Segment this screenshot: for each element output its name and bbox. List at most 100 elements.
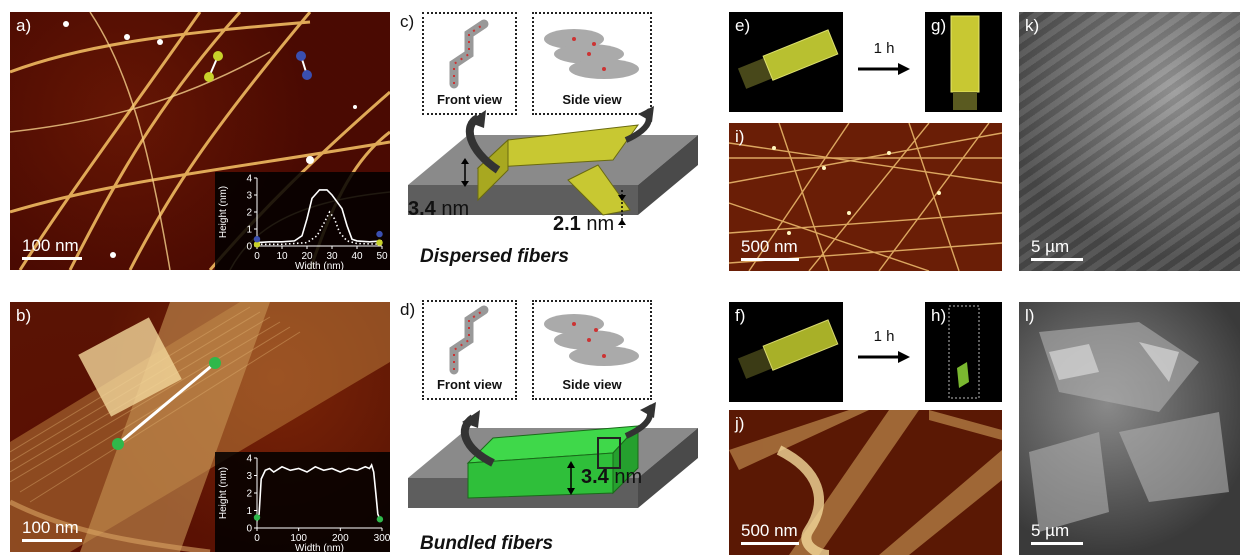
scale-bar-b: 100 nm [22, 518, 82, 542]
panel-label-i: i) [735, 127, 745, 146]
scale-bar-a-label: 100 nm [22, 236, 79, 255]
scale-bar-b-label: 100 nm [22, 518, 79, 537]
scale-bar-l-line [1031, 542, 1083, 545]
scale-bar-a-line [22, 257, 82, 260]
panel-label-h: h) [931, 306, 947, 325]
scale-bar-k-label: 5 µm [1031, 237, 1070, 256]
front-view-label-d: Front view [436, 377, 502, 392]
profile-endpoint-marker [253, 241, 261, 248]
bundle-network-j [729, 410, 1002, 555]
panel-k-sem-image: k) 5 µm [1019, 12, 1240, 271]
marker-green-start [112, 438, 124, 450]
right-arrow-icon [858, 351, 910, 363]
profile-line-b [112, 357, 221, 450]
time-label-top: 1 h [873, 40, 895, 57]
molecule-front-c [449, 19, 489, 89]
x-tick-label: 50 [376, 251, 388, 262]
profile-series-1 [256, 463, 382, 522]
panel-i-afm-image: i) 500 nm [729, 123, 1002, 271]
panel-label-c: c) [400, 12, 415, 31]
profile-endpoint-marker [376, 230, 383, 238]
height-profile-inset-b: 0 1 2 3 4 0 100 200 300 Width (nm) Height (nm) [215, 452, 390, 552]
x-axis-label: Width (nm) [295, 543, 344, 552]
fiber-network-i [729, 123, 1002, 271]
y-tick-label: 3 [246, 471, 252, 482]
dimension-label-c2: 2.1 nm [553, 213, 614, 236]
time-arrow-bottom: 1 h [858, 328, 910, 368]
profile-series-1 [256, 189, 383, 244]
panel-b-afm-image: b) 100 nm 0 1 2 3 4 0 100 200 300 Width (nm) Heigh… [10, 302, 390, 552]
marker-green-end [209, 357, 221, 369]
panel-label-k: k) [1025, 16, 1040, 35]
scale-bar-j-line [741, 542, 799, 545]
scale-bar-i: 500 nm [741, 237, 799, 261]
profile-endpoint-marker [376, 516, 384, 523]
molecule-front-d [449, 305, 489, 375]
profile-markers [204, 51, 312, 82]
x-tick-label: 30 [326, 251, 338, 262]
x-tick-label: 200 [332, 533, 349, 544]
scale-bar-j: 500 nm [741, 521, 799, 545]
molecule-side-c [544, 29, 639, 79]
dimension-value-c2: 2.1 [553, 213, 581, 235]
x-axis-label: Width (nm) [295, 261, 344, 270]
side-view-box-c: Side view [532, 12, 652, 115]
panel-f-vial-horizontal: f) [729, 302, 843, 402]
front-view-box-c: Front view [422, 12, 517, 115]
y-axis-label: Height (nm) [218, 467, 229, 519]
front-view-label-c: Front view [436, 92, 502, 107]
dimension-unit-c2: nm [586, 213, 615, 235]
y-tick-label: 4 [246, 454, 252, 465]
bundle-image [10, 302, 390, 552]
caption-dispersed-fibers: Dispersed fibers [420, 246, 569, 267]
y-tick-label: 2 [246, 489, 252, 500]
x-tick-label: 100 [290, 533, 307, 544]
sem-flakes [1029, 322, 1229, 532]
scale-bar-j-label: 500 nm [741, 521, 798, 540]
time-arrow-top: 1 h [858, 40, 910, 80]
marker-yellow-top [213, 51, 223, 61]
profile-series-2 [257, 210, 383, 246]
dimension-label-c1: 3.4 nm [408, 198, 469, 221]
x-tick-label: 40 [351, 251, 363, 262]
caption-bundled-fibers: Bundled fibers [420, 533, 554, 554]
dimension-value-d: 3.4 [581, 466, 609, 488]
time-label-bottom: 1 h [873, 328, 895, 345]
panel-label-d: d) [400, 300, 416, 319]
y-tick-label: 0 [246, 242, 252, 253]
panel-label-j: j) [735, 414, 745, 433]
y-axis-label: Height (nm) [218, 186, 229, 238]
vial-f [737, 319, 839, 379]
scale-bar-k-line [1031, 258, 1083, 261]
scale-bar-k: 5 µm [1031, 237, 1083, 261]
panel-j-afm-image: j) 500 nm [729, 410, 1002, 555]
panel-label-f: f) [735, 306, 746, 325]
panel-label-a: a) [16, 16, 32, 35]
profile-endpoint-marker [253, 514, 261, 521]
profile-endpoint-marker [253, 236, 261, 243]
y-tick-label: 0 [246, 524, 252, 535]
side-view-box-d: Side view [532, 300, 652, 400]
scale-bar-b-line [22, 539, 82, 542]
marker-yellow-bottom [204, 72, 214, 82]
panel-label-g: g) [931, 16, 947, 35]
y-tick-label: 2 [246, 208, 252, 219]
scale-bar-i-line [741, 258, 799, 261]
panel-e-vial-horizontal: e) [729, 12, 843, 112]
panel-label-b: b) [16, 306, 32, 325]
vial-g [950, 15, 980, 110]
profile-endpoint-marker [376, 239, 383, 246]
panel-a-afm-image: a) 100 nm 0 1 2 3 4 0 10 20 30 40 50 Width (nm) Heig… [10, 12, 390, 270]
x-tick-label: 0 [254, 251, 260, 262]
substrate-dispersed [408, 106, 698, 230]
panel-label-l: l) [1025, 306, 1035, 325]
chart-axes: 0 1 2 3 4 0 100 200 300 [246, 454, 390, 545]
height-profile-chart-b: 0 1 2 3 4 0 100 200 300 Width (nm) Height (nm) [218, 454, 390, 553]
scale-bar-i-label: 500 nm [741, 237, 798, 256]
molecule-side-d [544, 314, 639, 366]
substrate-bundled [408, 402, 698, 508]
scale-bar-l-label: 5 µm [1031, 521, 1070, 540]
dimension-label-d: 3.4 nm [581, 466, 642, 489]
